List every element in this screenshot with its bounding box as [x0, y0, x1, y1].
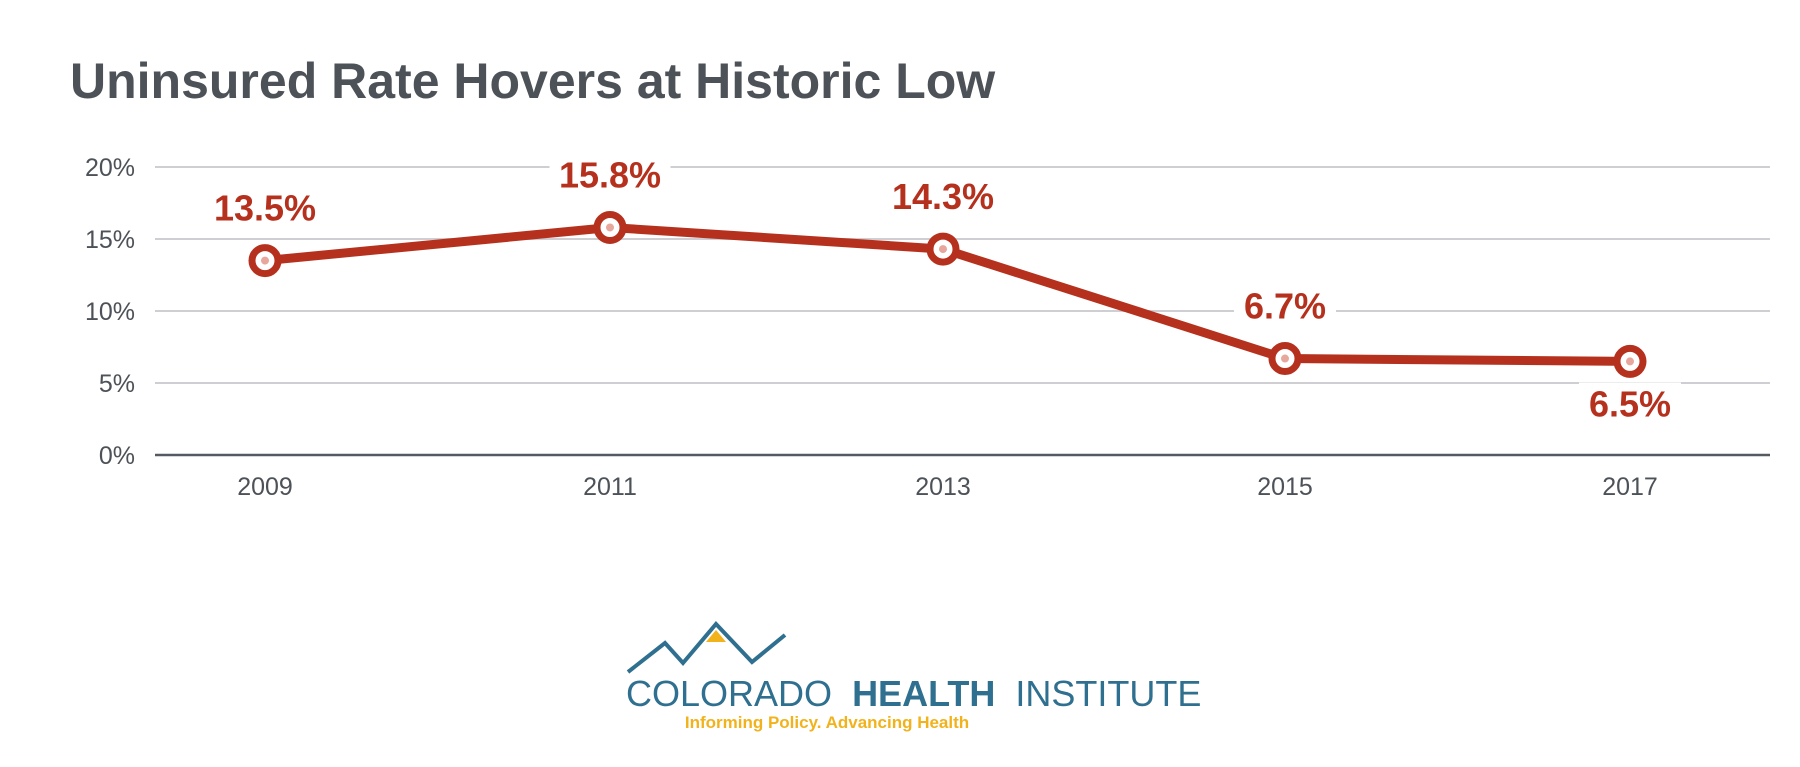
logo-name-part2: HEALTH [852, 673, 995, 714]
chart-title: Uninsured Rate Hovers at Historic Low [70, 53, 995, 109]
logo-name-part3: INSTITUTE [1015, 673, 1201, 714]
logo-name-part1: COLORADO [626, 673, 832, 714]
y-tick-label: 5% [99, 370, 135, 398]
mountain-icon [626, 621, 787, 674]
data-label: 15.8% [559, 154, 661, 195]
data-label-backing [204, 186, 326, 231]
svg-text:COLORADO HEALTH IN: COLORADO HEALTH INSTITUTE [626, 673, 1201, 714]
data-point-center [939, 245, 947, 254]
colorado-health-institute-logo: COLORADO HEALTH INSTITUTE Informing Poli… [626, 621, 1201, 732]
axes: 0% 5% 10% 15% 20% 2009 2011 2013 2015 2017 [85, 154, 1658, 501]
data-label: 13.5% [214, 188, 316, 229]
data-label: 6.5% [1589, 383, 1671, 424]
data-label-backing [549, 153, 671, 198]
data-point-center [261, 256, 269, 265]
data-point-center [606, 223, 614, 232]
x-tick-label: 2013 [915, 473, 971, 501]
data-label-backing [1234, 284, 1336, 329]
data-label: 6.7% [1244, 286, 1326, 327]
data-label: 14.3% [892, 176, 994, 217]
x-tick-label: 2017 [1602, 473, 1658, 501]
data-label-backing [882, 175, 1004, 220]
y-tick-label: 15% [85, 226, 135, 254]
data-point-center [1281, 354, 1289, 363]
x-tick-label: 2009 [237, 473, 293, 501]
logo-tagline: Informing Policy. Advancing Health [685, 713, 969, 732]
data-points [248, 210, 1647, 378]
x-tick-label: 2015 [1257, 473, 1313, 501]
data-point-center [1626, 357, 1634, 366]
y-tick-label: 10% [85, 298, 135, 326]
x-tick-label: 2011 [583, 473, 637, 501]
y-tick-label: 20% [85, 154, 135, 182]
sun-peak-icon [706, 630, 726, 642]
data-label-backing [1579, 382, 1681, 427]
y-tick-label: 0% [99, 442, 135, 470]
data-labels: 13.5% 15.8% 14.3% 6.7% 6.5% [204, 153, 1681, 427]
gridlines [155, 166, 1770, 457]
